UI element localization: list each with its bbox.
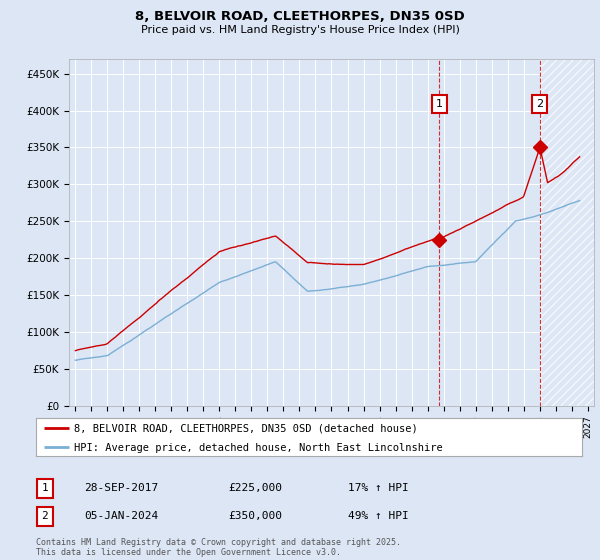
Text: 28-SEP-2017: 28-SEP-2017 (84, 483, 158, 493)
Bar (541, 59, 594, 406)
Text: 49% ↑ HPI: 49% ↑ HPI (348, 511, 409, 521)
Text: Contains HM Land Registry data © Crown copyright and database right 2025.
This d: Contains HM Land Registry data © Crown c… (36, 538, 401, 557)
Bar (541, 59, 594, 406)
Text: 8, BELVOIR ROAD, CLEETHORPES, DN35 0SD: 8, BELVOIR ROAD, CLEETHORPES, DN35 0SD (135, 10, 465, 23)
Text: £350,000: £350,000 (228, 511, 282, 521)
Text: 8, BELVOIR ROAD, CLEETHORPES, DN35 0SD (detached house): 8, BELVOIR ROAD, CLEETHORPES, DN35 0SD (… (74, 423, 418, 433)
Text: 1: 1 (436, 99, 443, 109)
Text: 05-JAN-2024: 05-JAN-2024 (84, 511, 158, 521)
Text: 2: 2 (41, 511, 49, 521)
Text: HPI: Average price, detached house, North East Lincolnshire: HPI: Average price, detached house, Nort… (74, 442, 443, 452)
Text: 17% ↑ HPI: 17% ↑ HPI (348, 483, 409, 493)
Text: Price paid vs. HM Land Registry's House Price Index (HPI): Price paid vs. HM Land Registry's House … (140, 25, 460, 35)
Text: £225,000: £225,000 (228, 483, 282, 493)
Text: 1: 1 (41, 483, 49, 493)
Text: 2: 2 (536, 99, 544, 109)
